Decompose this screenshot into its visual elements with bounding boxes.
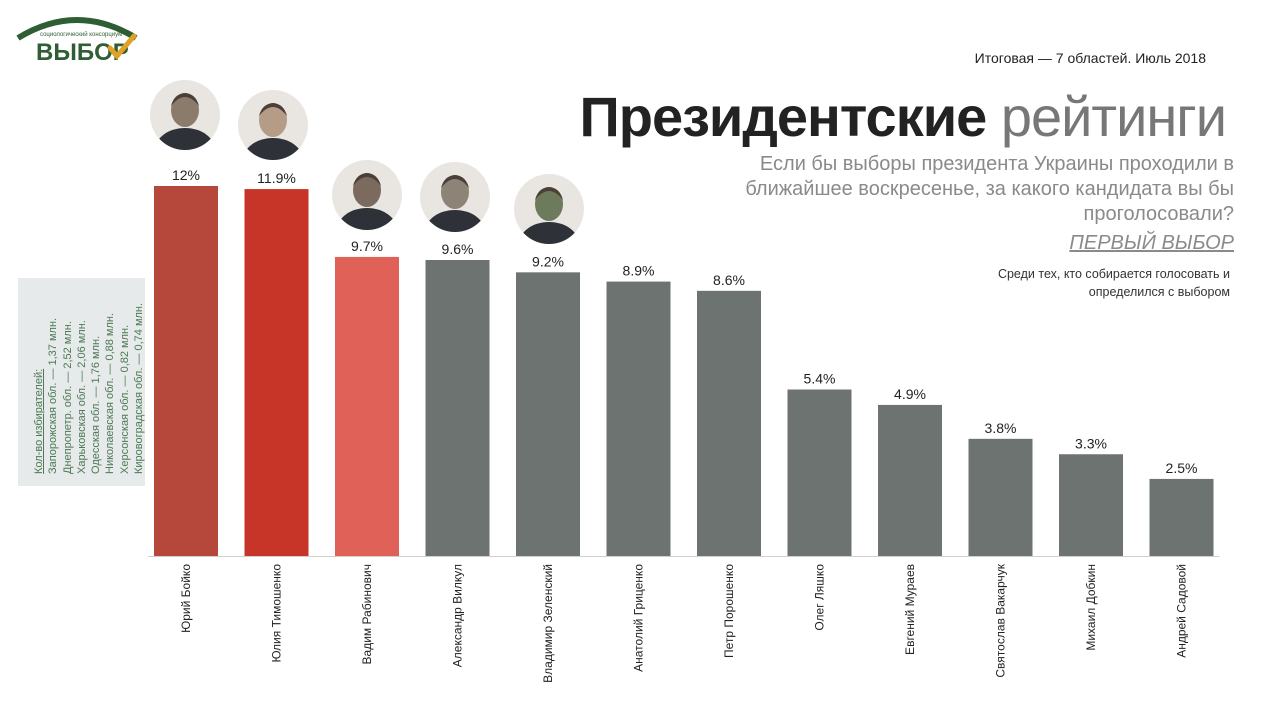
- category-label: Олег Ляшко: [813, 564, 827, 631]
- category-label: Юлия Тимошенко: [270, 564, 284, 663]
- bar: [697, 290, 761, 556]
- page-title: Президентские рейтинги: [579, 85, 1227, 148]
- bar-value-label: 8.6%: [713, 272, 745, 288]
- portrait-icon: [150, 80, 220, 150]
- bar-value-label: 12%: [172, 167, 200, 183]
- category-label: Владимир Зеленский: [541, 564, 555, 683]
- category-label: Юрий Бойко: [179, 564, 193, 633]
- consortium-logo: социологический консорциум ВЫБОР: [12, 10, 142, 66]
- bar-value-label: 5.4%: [804, 371, 836, 387]
- bar: [606, 281, 671, 556]
- check-icon: [107, 33, 137, 60]
- candidate-photo: [514, 174, 584, 244]
- bar: [516, 272, 580, 556]
- bar-value-label: 4.9%: [894, 386, 926, 402]
- bar: [335, 256, 399, 556]
- portrait-icon: [332, 160, 402, 230]
- logo-graphic: социологический консорциум ВЫБОР: [16, 17, 138, 66]
- bar: [878, 404, 942, 556]
- sample-note: Среди тех, кто собирается голосовать и о…: [997, 267, 1230, 299]
- bar: [1149, 478, 1214, 556]
- candidate-photo: [238, 90, 308, 160]
- portrait-icon: [420, 162, 490, 232]
- voters-box: Кол-во избирателей: Запорожская обл. — 1…: [18, 278, 145, 486]
- category-label: Петр Порошенко: [722, 564, 736, 658]
- period-label: Итоговая — 7 областей. Июль 2018: [974, 50, 1206, 66]
- category-label: Михаил Добкин: [1084, 564, 1098, 651]
- candidate-photo: [332, 160, 402, 230]
- logo-arc: [16, 17, 138, 41]
- bar-value-label: 3.3%: [1075, 435, 1107, 451]
- logo-small-text: социологический консорциум: [40, 31, 122, 38]
- category-label: Александр Вилкул: [451, 564, 465, 667]
- category-label: Анатолий Гриценко: [632, 564, 646, 672]
- bar: [1059, 454, 1123, 556]
- bar-value-label: 2.5%: [1166, 460, 1198, 476]
- category-label: Святослав Вакарчук: [994, 563, 1008, 677]
- bar-value-label: 9.2%: [532, 253, 564, 269]
- bar: [244, 189, 309, 557]
- title-bold: Президентские: [579, 85, 987, 148]
- title-light: рейтинги: [1000, 85, 1227, 148]
- bar: [787, 389, 852, 556]
- candidate-photo: [420, 162, 490, 232]
- first-choice-label: ПЕРВЫЙ ВЫБОР: [1069, 232, 1234, 254]
- bar-value-label: 11.9%: [257, 170, 296, 186]
- category-label: Евгений Мураев: [903, 564, 917, 655]
- bar-value-label: 3.8%: [985, 420, 1017, 436]
- candidate-photo: [150, 80, 220, 150]
- portrait-icon: [514, 174, 584, 244]
- bar-value-label: 8.9%: [623, 263, 655, 279]
- bar-value-label: 9.6%: [442, 241, 474, 257]
- category-label: Вадим Рабинович: [360, 564, 374, 664]
- bar: [154, 186, 218, 556]
- bar: [968, 438, 1033, 556]
- bar: [425, 260, 490, 556]
- bar-value-label: 9.7%: [351, 238, 383, 254]
- survey-question: Если бы выборы президента Украины проход…: [745, 153, 1234, 225]
- category-label: Андрей Садовой: [1175, 564, 1189, 658]
- portrait-icon: [238, 90, 308, 160]
